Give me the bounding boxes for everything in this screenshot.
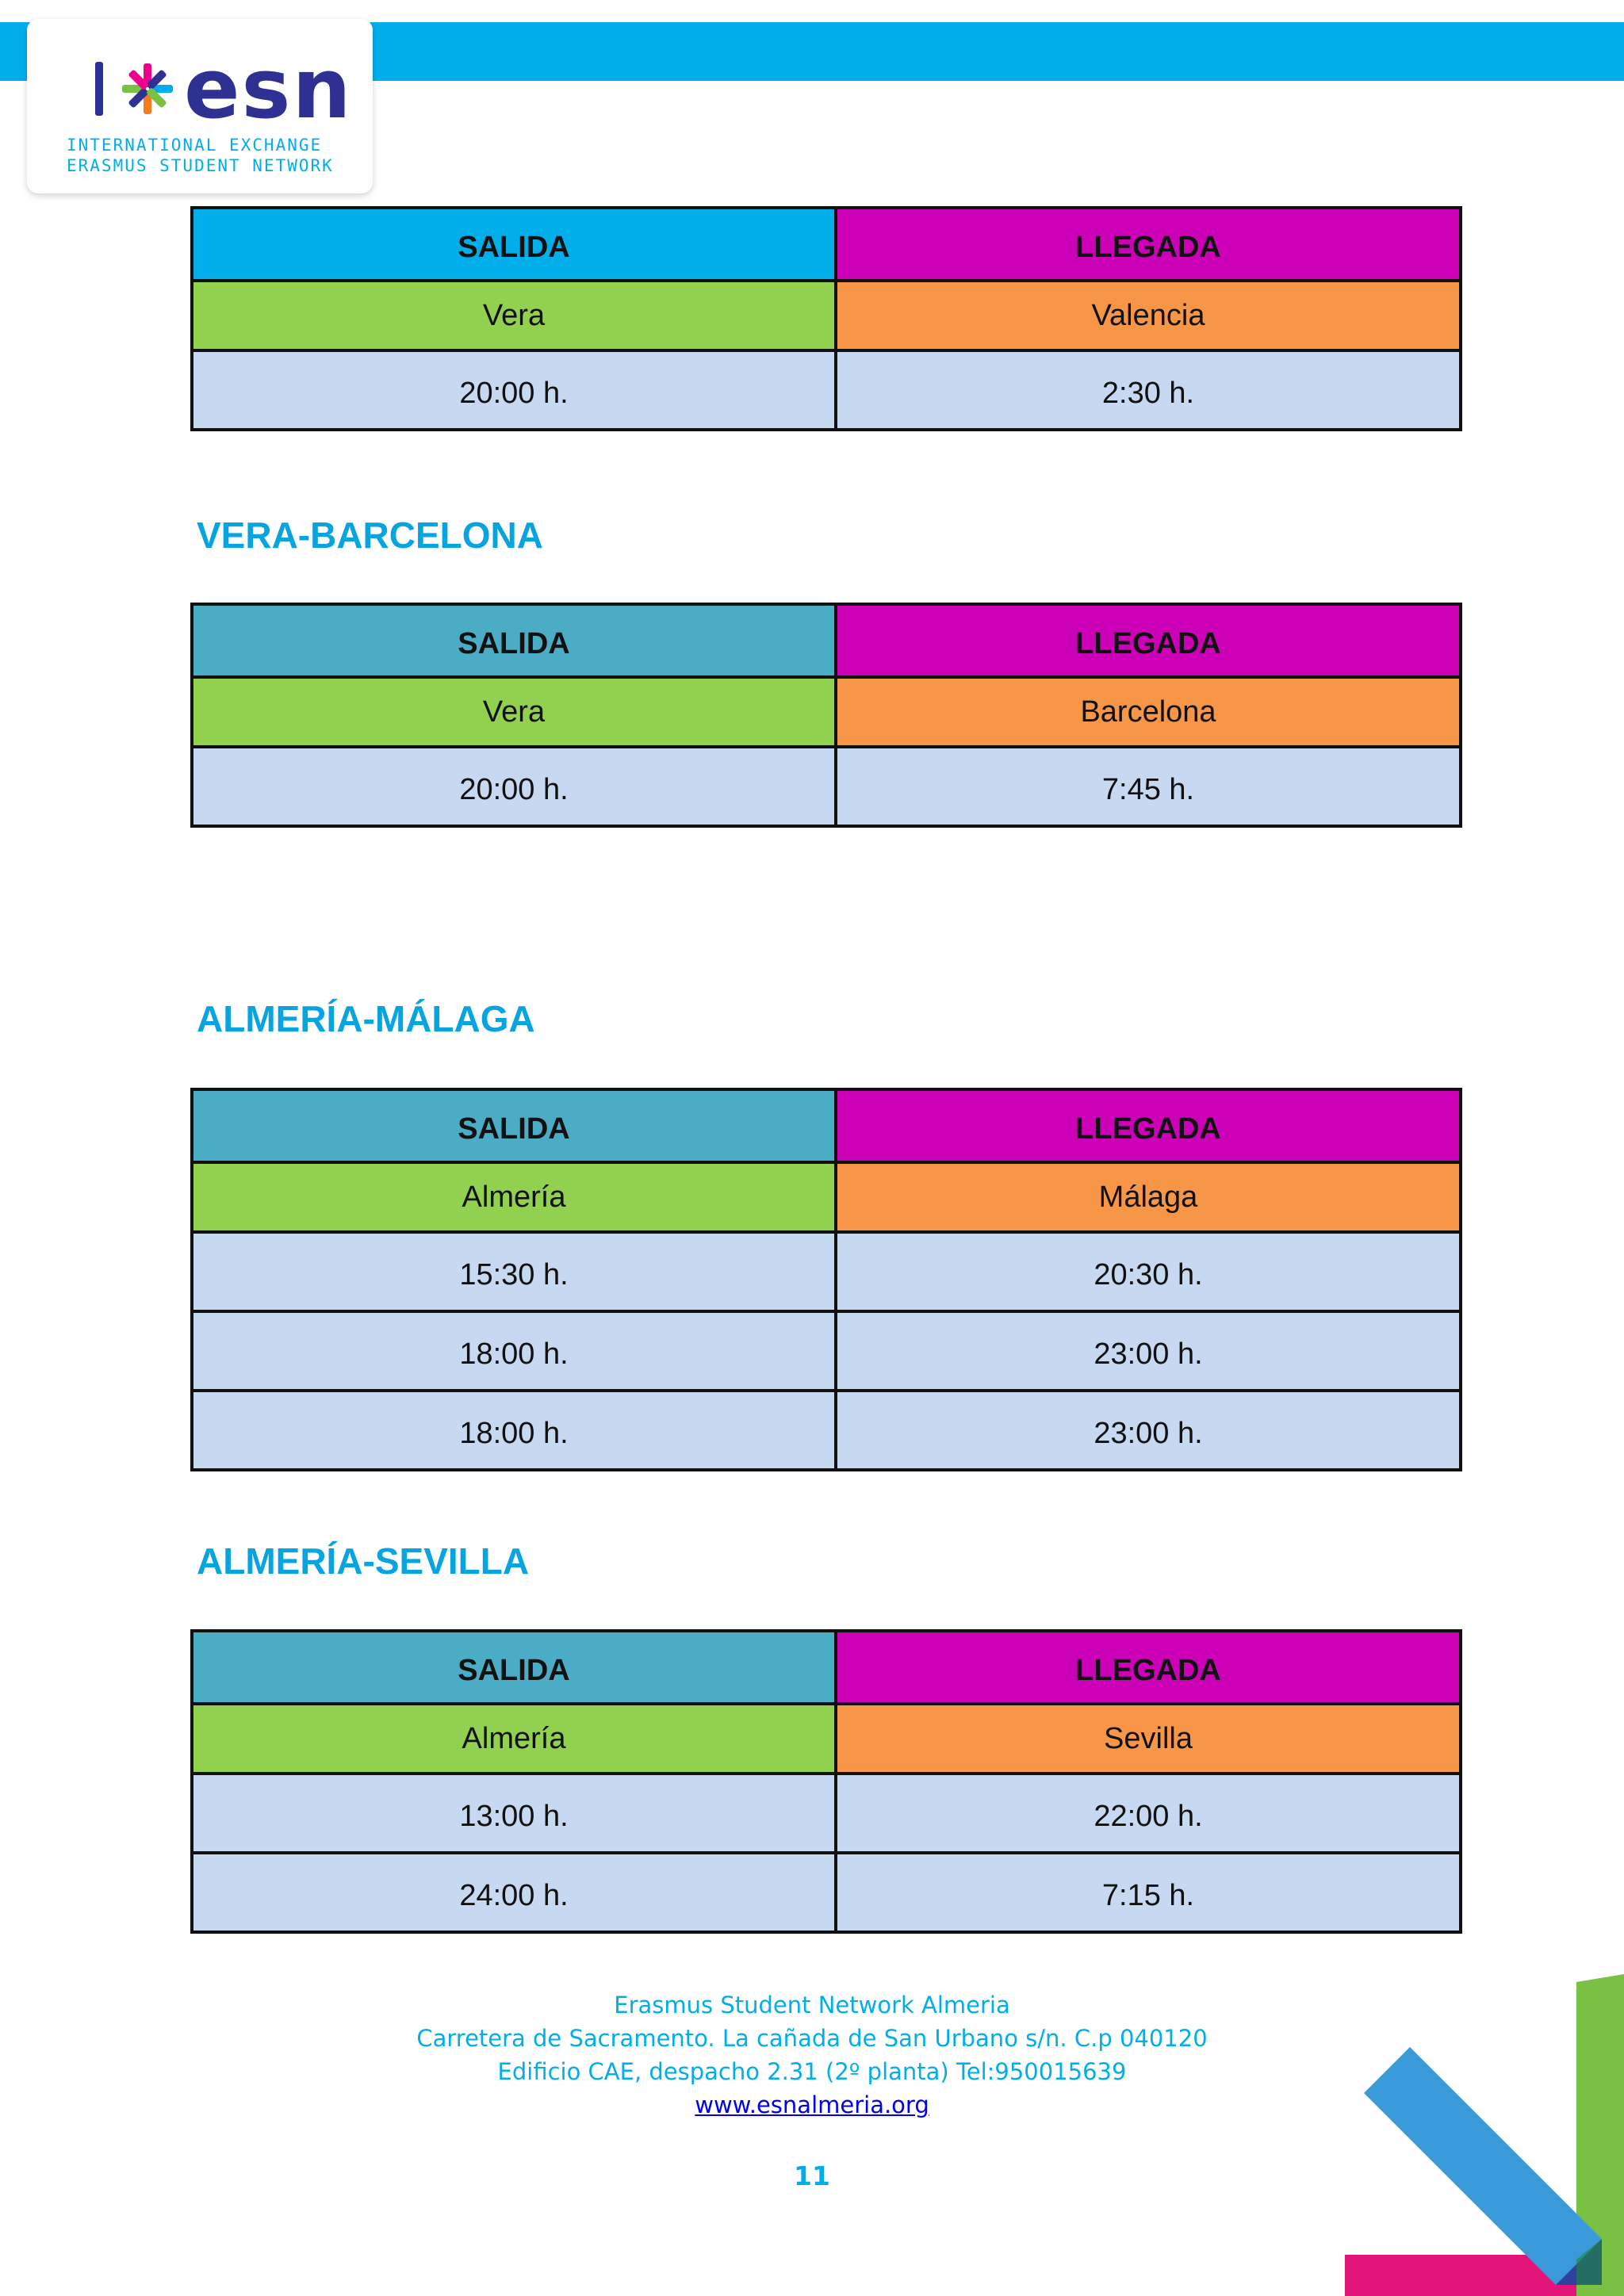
departure-time: 20:00 h.: [190, 745, 837, 828]
section-title-vera-barcelona: VERA-BARCELONA: [197, 515, 543, 556]
departure-time: 20:00 h.: [190, 349, 837, 431]
arrival-header: LLEGADA: [834, 1629, 1462, 1705]
departure-header: SALIDA: [190, 1629, 837, 1705]
arrival-header: LLEGADA: [834, 603, 1462, 679]
page-number: 11: [794, 2160, 830, 2191]
departure-city: Almería: [190, 1702, 837, 1775]
arrival-city: Sevilla: [834, 1702, 1462, 1775]
arrival-time: 22:00 h.: [834, 1772, 1462, 1854]
logo-wordmark: esn: [184, 43, 352, 122]
departure-header: SALIDA: [190, 1088, 837, 1164]
departure-city: Vera: [190, 279, 837, 352]
footer-org-name: Erasmus Student Network Almeria: [614, 1992, 1010, 2019]
corner-decoration: [1345, 1974, 1624, 2296]
arrival-time: 23:00 h.: [834, 1310, 1462, 1392]
arrival-time: 2:30 h.: [834, 349, 1462, 431]
departure-header: SALIDA: [190, 206, 837, 282]
footer-website-link[interactable]: www.esnalmeria.org: [695, 2091, 929, 2118]
section-title-almeria-malaga: ALMERÍA-MÁLAGA: [197, 998, 535, 1039]
departure-time: 15:30 h.: [190, 1230, 837, 1313]
logo-line-erasmus-student-network: ERASMUS STUDENT NETWORK: [67, 156, 334, 175]
arrival-time: 20:30 h.: [834, 1230, 1462, 1313]
esn-logo-mark: esn: [95, 43, 352, 122]
departure-time: 24:00 h.: [190, 1851, 837, 1934]
schedule-table-almeria-malaga: SALIDA LLEGADA Almería Málaga 15:30 h. 2…: [190, 1088, 1462, 1471]
footer-office: Edificio CAE, despacho 2.31 (2º planta) …: [497, 2058, 1127, 2085]
arrival-time: 23:00 h.: [834, 1389, 1462, 1471]
departure-city: Vera: [190, 675, 837, 748]
logo-line-international-exchange: INTERNATIONAL EXCHANGE: [67, 136, 323, 155]
arrival-time: 7:45 h.: [834, 745, 1462, 828]
esn-logo: esn INTERNATIONAL EXCHANGE ERASMUS STUDE…: [27, 19, 373, 193]
arrival-header: LLEGADA: [834, 206, 1462, 282]
arrival-time: 7:15 h.: [834, 1851, 1462, 1934]
schedule-table-vera-valencia: SALIDA LLEGADA Vera Valencia 20:00 h. 2:…: [190, 206, 1462, 431]
footer-address: Carretera de Sacramento. La cañada de Sa…: [416, 2025, 1208, 2052]
arrival-city: Valencia: [834, 279, 1462, 352]
schedule-table-vera-barcelona: SALIDA LLEGADA Vera Barcelona 20:00 h. 7…: [190, 603, 1462, 828]
departure-time: 13:00 h.: [190, 1772, 837, 1854]
footer-contact: Erasmus Student Network Almeria Carreter…: [0, 1988, 1624, 2122]
departure-time: 18:00 h.: [190, 1389, 837, 1471]
arrival-city: Barcelona: [834, 675, 1462, 748]
section-title-almeria-sevilla: ALMERÍA-SEVILLA: [197, 1540, 530, 1582]
departure-time: 18:00 h.: [190, 1310, 837, 1392]
arrival-header: LLEGADA: [834, 1088, 1462, 1164]
departure-city: Almería: [190, 1161, 837, 1234]
schedule-table-almeria-sevilla: SALIDA LLEGADA Almería Sevilla 13:00 h. …: [190, 1629, 1462, 1934]
arrival-city: Málaga: [834, 1161, 1462, 1234]
departure-header: SALIDA: [190, 603, 837, 679]
